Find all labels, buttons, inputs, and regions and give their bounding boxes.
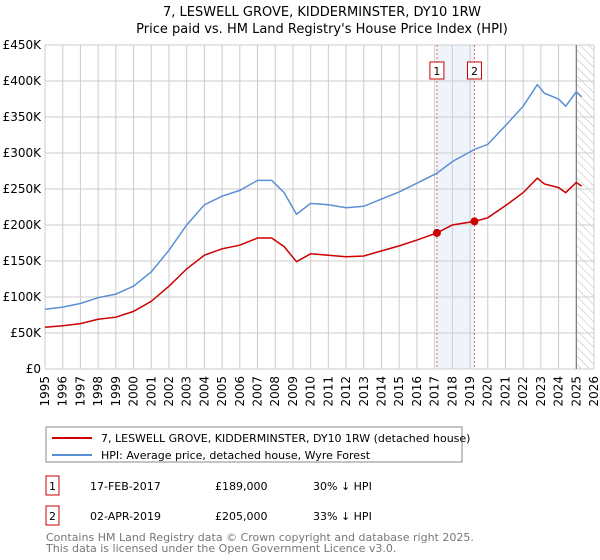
x-tick-label: 2021 — [498, 376, 512, 407]
y-tick-label: £100K — [3, 290, 43, 304]
x-tick-label: 2013 — [357, 376, 371, 407]
sale-badge — [45, 505, 60, 526]
hpi-line — [44, 83, 583, 310]
svg-text:1: 1 — [49, 480, 56, 493]
x-tick-label: 2018 — [445, 376, 459, 407]
x-tick-label: 2002 — [162, 376, 176, 407]
sale-point — [470, 217, 479, 226]
x-tick-label: 1997 — [73, 376, 87, 407]
sale-row-2: 2 02-APR-2019 £205,000 33% ↓ HPI — [45, 505, 372, 526]
x-tick-label: 2009 — [286, 376, 300, 407]
y-tick-label: £150K — [3, 254, 43, 268]
x-tick-label: 2005 — [215, 376, 229, 407]
x-tick-label: 2000 — [127, 376, 141, 407]
y-tick-label: £450K — [3, 38, 43, 52]
x-tick-label: 2019 — [463, 376, 477, 407]
forecast-hatch — [576, 45, 594, 369]
y-tick-label: £0 — [26, 362, 41, 376]
sale-price: £205,000 — [215, 510, 268, 523]
x-tick-label: 2014 — [374, 376, 388, 407]
footer-line-1: Contains HM Land Registry data © Crown c… — [46, 531, 474, 544]
y-tick-label: £350K — [3, 110, 43, 124]
legend-label-hpi: HPI: Average price, detached house, Wyre… — [101, 449, 371, 462]
sale-marker-box — [429, 61, 445, 80]
x-tick-label: 2010 — [304, 376, 318, 407]
sale-hpi: 30% ↓ HPI — [313, 480, 372, 493]
sale-period-shade — [436, 45, 475, 369]
y-tick-label: £200K — [3, 218, 43, 232]
x-tick-label: 1996 — [56, 376, 70, 407]
chart-title: 7, LESWELL GROVE, KIDDERMINSTER, DY10 1R… — [163, 5, 481, 20]
y-tick-label: £300K — [3, 146, 43, 160]
x-tick-label: 1999 — [109, 376, 123, 407]
y-tick-label: £400K — [3, 74, 43, 88]
sale-row-1: 1 17-FEB-2017 £189,000 30% ↓ HPI — [45, 475, 372, 496]
x-tick-label: 2026 — [587, 376, 600, 407]
sale-marker-label: 2 — [471, 65, 478, 78]
x-tick-label: 2003 — [180, 376, 194, 407]
x-tick-label: 2011 — [321, 376, 335, 407]
chart-subtitle: Price paid vs. HM Land Registry's House … — [136, 22, 508, 37]
sale-marker-box — [466, 61, 482, 80]
sale-date: 17-FEB-2017 — [90, 480, 161, 493]
x-tick-label: 2016 — [410, 376, 424, 407]
sale-date: 02-APR-2019 — [90, 510, 161, 523]
x-tick-label: 2025 — [569, 376, 583, 407]
svg-text:2: 2 — [49, 510, 56, 523]
x-tick-label: 2015 — [392, 376, 406, 407]
x-tick-label: 2008 — [268, 376, 282, 407]
x-tick-label: 2007 — [251, 376, 265, 407]
x-tick-label: 2006 — [233, 376, 247, 407]
x-tick-label: 2012 — [339, 376, 353, 407]
sale-marker-label: 1 — [433, 65, 440, 78]
property-line — [44, 177, 583, 328]
sale-hpi: 33% ↓ HPI — [313, 510, 372, 523]
legend-label-property: 7, LESWELL GROVE, KIDDERMINSTER, DY10 1R… — [101, 432, 470, 445]
x-tick-label: 2004 — [197, 376, 211, 407]
y-tick-label: £50K — [10, 326, 42, 340]
x-tick-label: 2020 — [481, 376, 495, 407]
y-tick-label: £250K — [3, 182, 43, 196]
x-tick-label: 2001 — [144, 376, 158, 407]
x-tick-label: 2023 — [534, 376, 548, 407]
footer-line-2: This data is licensed under the Open Gov… — [45, 542, 396, 555]
x-tick-label: 2017 — [428, 376, 442, 407]
sale-price: £189,000 — [215, 480, 268, 493]
x-tick-label: 2022 — [516, 376, 530, 407]
sale-badge — [45, 475, 60, 496]
x-tick-label: 1998 — [91, 376, 105, 407]
x-tick-label: 1995 — [38, 376, 52, 407]
sale-point — [432, 228, 441, 237]
legend — [45, 426, 463, 463]
x-tick-label: 2024 — [552, 376, 566, 407]
